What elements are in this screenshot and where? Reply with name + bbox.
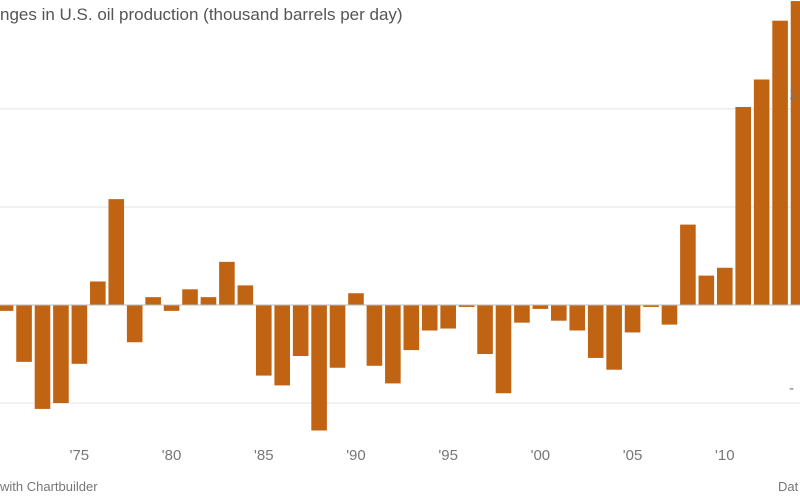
bar-1972	[16, 305, 32, 362]
bar-2006	[643, 305, 659, 307]
bar-2007	[661, 305, 678, 325]
bar-1978	[126, 305, 143, 343]
bar-1976	[90, 281, 106, 305]
bar-1989	[329, 305, 346, 368]
bar-1985	[255, 305, 272, 376]
bar-1999	[514, 305, 530, 323]
bar-1995	[440, 305, 456, 329]
bar-1990	[348, 293, 364, 305]
y-tick-label: 1	[789, 86, 797, 103]
bar-1980	[163, 305, 180, 311]
bar-1971	[0, 305, 14, 311]
bar-1987	[292, 305, 309, 356]
x-axis-tick-labels: '75 '80 '85 '90 '95 '00 '05 '10	[70, 447, 735, 464]
bar-2005	[624, 305, 641, 333]
bar-2009	[698, 275, 715, 305]
bar-1974	[53, 305, 69, 404]
bar-2000	[532, 305, 549, 309]
data-source-label: Dat	[778, 479, 799, 494]
bar-1983	[219, 261, 235, 305]
y-axis-edge-labels: 1-	[789, 86, 797, 397]
bar-1986	[274, 305, 291, 386]
x-tick-label: '05	[623, 447, 643, 464]
bar-1994	[421, 305, 438, 331]
chart-title: nges in U.S. oil production (thousand ba…	[0, 5, 403, 24]
bar-1988	[311, 305, 327, 431]
chartbuilder-credit: with Chartbuilder	[0, 479, 98, 494]
bar-1981	[182, 289, 198, 305]
bar-2011	[735, 106, 752, 306]
bar-1993	[403, 305, 420, 351]
bar-1975	[71, 305, 88, 364]
x-tick-label: '10	[715, 447, 735, 464]
x-tick-label: '80	[162, 447, 182, 464]
y-tick-label: -	[789, 380, 794, 397]
bar-2014	[790, 1, 800, 306]
bar-2002	[569, 305, 586, 331]
bar-1997	[477, 305, 493, 355]
bar-1992	[385, 305, 401, 384]
bars	[0, 1, 800, 431]
bar-2012	[753, 79, 770, 305]
x-tick-label: '90	[346, 447, 366, 464]
bar-1991	[366, 305, 383, 366]
bar-1973	[34, 305, 51, 409]
bar-2008	[680, 224, 696, 305]
bar-2004	[606, 305, 622, 370]
x-tick-label: '85	[254, 447, 274, 464]
bar-1979	[145, 297, 161, 305]
bar-2010	[716, 267, 733, 305]
bar-1996	[458, 305, 475, 307]
x-tick-label: '75	[70, 447, 90, 464]
bar-1984	[237, 285, 254, 305]
x-tick-label: '00	[531, 447, 551, 464]
bar-2001	[551, 305, 567, 321]
gridlines	[0, 108, 800, 404]
bar-1977	[108, 199, 125, 305]
bar-2003	[587, 305, 604, 358]
bar-2013	[772, 20, 788, 305]
bar-1982	[200, 297, 217, 305]
bar-1998	[495, 305, 512, 394]
x-tick-label: '95	[438, 447, 458, 464]
